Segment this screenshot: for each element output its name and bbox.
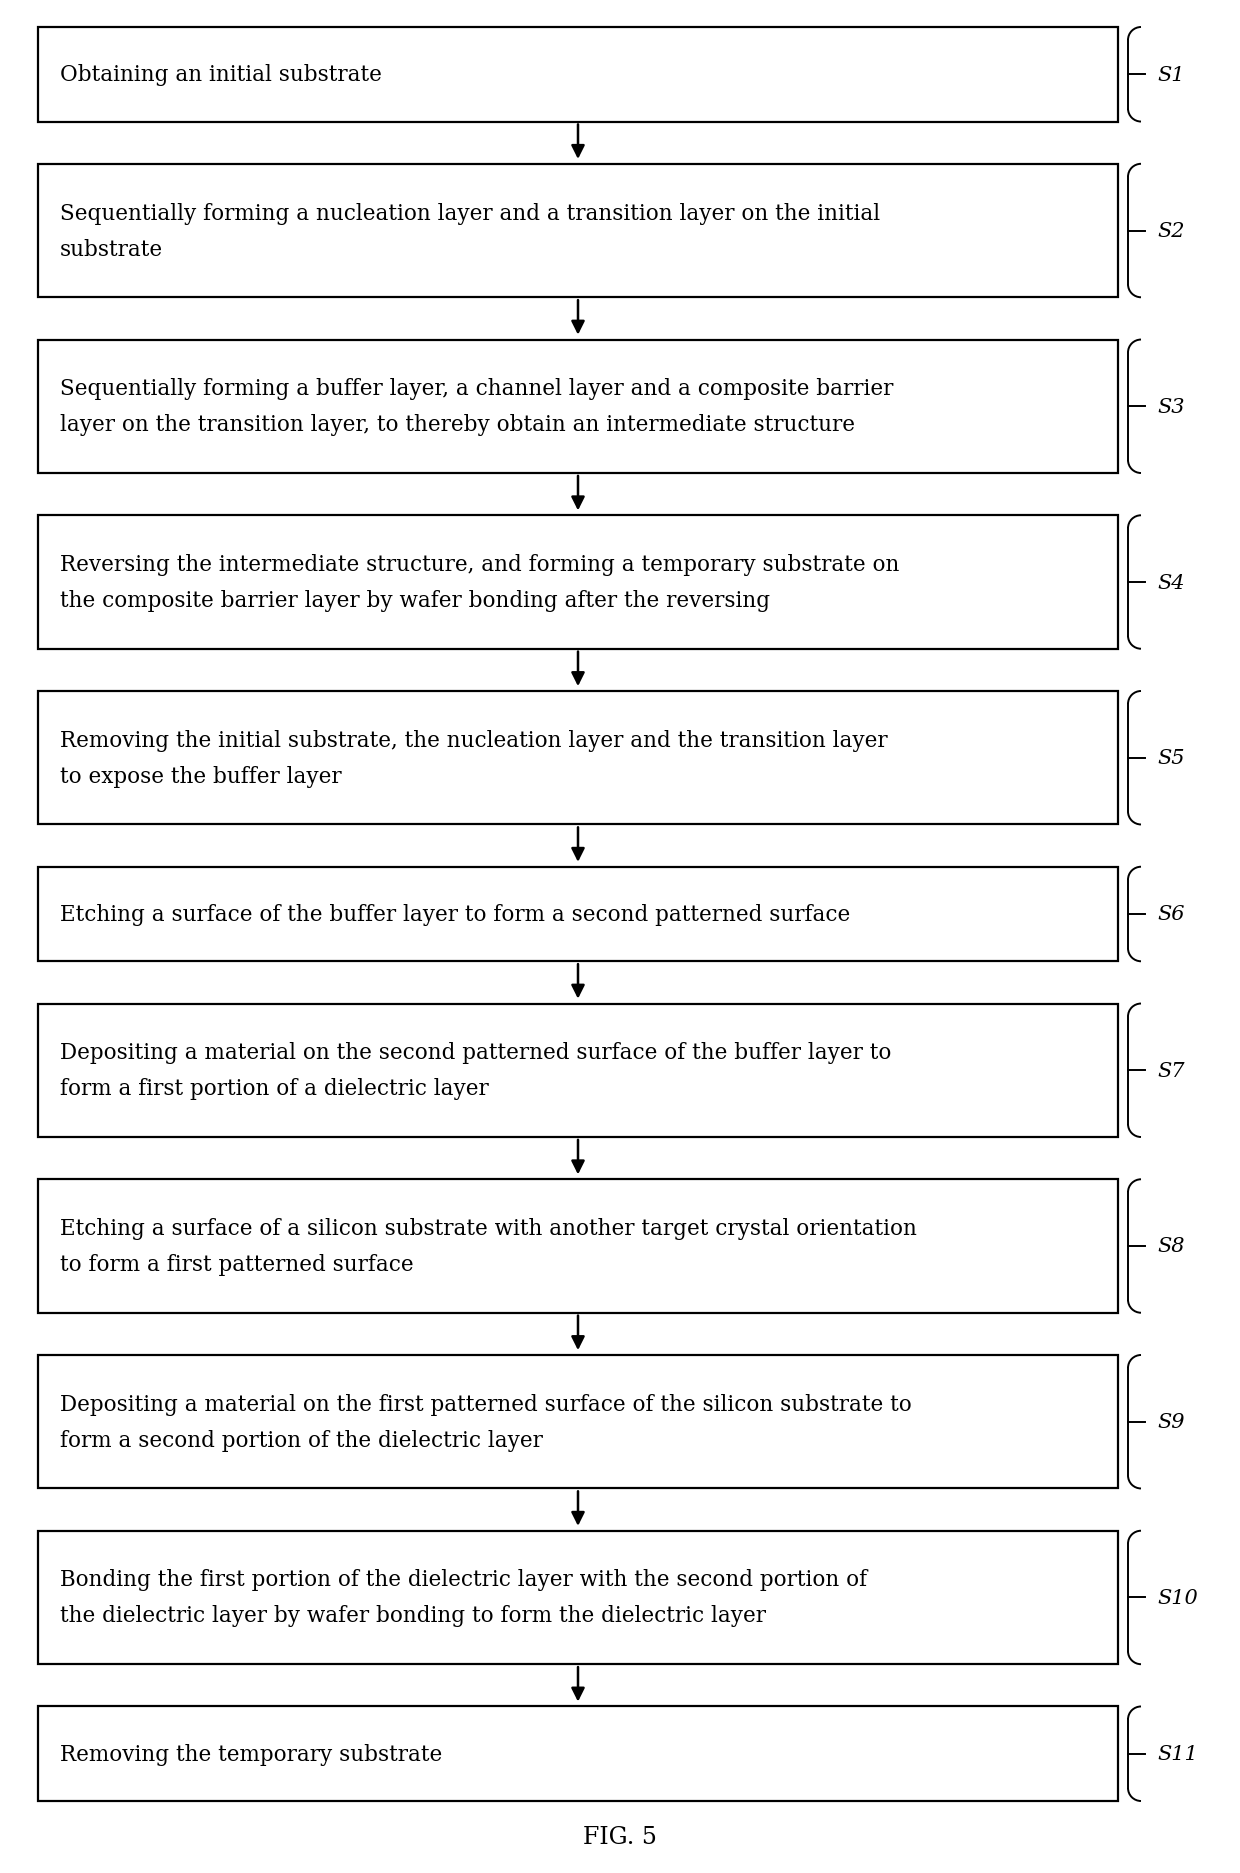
Text: S9: S9	[1157, 1412, 1184, 1431]
Text: the dielectric layer by wafer bonding to form the dielectric layer: the dielectric layer by wafer bonding to…	[60, 1605, 766, 1626]
Text: Bonding the first portion of the dielectric layer with the second portion of: Bonding the first portion of the dielect…	[60, 1568, 867, 1590]
Text: Reversing the intermediate structure, and forming a temporary substrate on: Reversing the intermediate structure, an…	[60, 554, 899, 575]
Bar	[38, 1706, 1118, 1802]
Text: FIG. 5: FIG. 5	[583, 1826, 657, 1849]
Text: S4: S4	[1157, 573, 1184, 592]
Text: the composite barrier layer by wafer bonding after the reversing: the composite barrier layer by wafer bon…	[60, 590, 770, 612]
Bar	[38, 341, 1118, 474]
Bar	[38, 1530, 1118, 1665]
Bar	[38, 515, 1118, 650]
Text: S1: S1	[1157, 66, 1184, 84]
Text: S10: S10	[1157, 1588, 1198, 1607]
Text: S2: S2	[1157, 221, 1184, 242]
Text: Sequentially forming a buffer layer, a channel layer and a composite barrier: Sequentially forming a buffer layer, a c…	[60, 378, 893, 401]
Bar	[38, 691, 1118, 824]
Text: Etching a surface of the buffer layer to form a second patterned surface: Etching a surface of the buffer layer to…	[60, 903, 851, 925]
Text: S5: S5	[1157, 749, 1184, 768]
Text: form a first portion of a dielectric layer: form a first portion of a dielectric lay…	[60, 1077, 489, 1099]
Bar	[38, 1180, 1118, 1313]
Text: Depositing a material on the second patterned surface of the buffer layer to: Depositing a material on the second patt…	[60, 1041, 892, 1064]
Text: S8: S8	[1157, 1236, 1184, 1255]
Bar	[38, 1356, 1118, 1489]
Text: S6: S6	[1157, 905, 1184, 923]
Text: form a second portion of the dielectric layer: form a second portion of the dielectric …	[60, 1429, 543, 1452]
Text: substrate: substrate	[60, 238, 164, 260]
Text: to form a first patterned surface: to form a first patterned surface	[60, 1253, 414, 1276]
Text: S7: S7	[1157, 1062, 1184, 1081]
Text: Depositing a material on the first patterned surface of the silicon substrate to: Depositing a material on the first patte…	[60, 1394, 911, 1414]
Text: Etching a surface of a silicon substrate with another target crystal orientation: Etching a surface of a silicon substrate…	[60, 1217, 916, 1240]
Text: layer on the transition layer, to thereby obtain an intermediate structure: layer on the transition layer, to thereb…	[60, 414, 856, 436]
Text: Removing the temporary substrate: Removing the temporary substrate	[60, 1742, 443, 1764]
Text: Removing the initial substrate, the nucleation layer and the transition layer: Removing the initial substrate, the nucl…	[60, 729, 888, 751]
Text: to expose the buffer layer: to expose the buffer layer	[60, 766, 342, 787]
Text: Sequentially forming a nucleation layer and a transition layer on the initial: Sequentially forming a nucleation layer …	[60, 202, 880, 225]
Bar	[38, 165, 1118, 298]
Text: S11: S11	[1157, 1744, 1198, 1762]
Bar	[38, 28, 1118, 122]
Text: Obtaining an initial substrate: Obtaining an initial substrate	[60, 64, 382, 86]
Text: S3: S3	[1157, 397, 1184, 416]
Bar	[38, 1004, 1118, 1137]
Bar	[38, 867, 1118, 961]
